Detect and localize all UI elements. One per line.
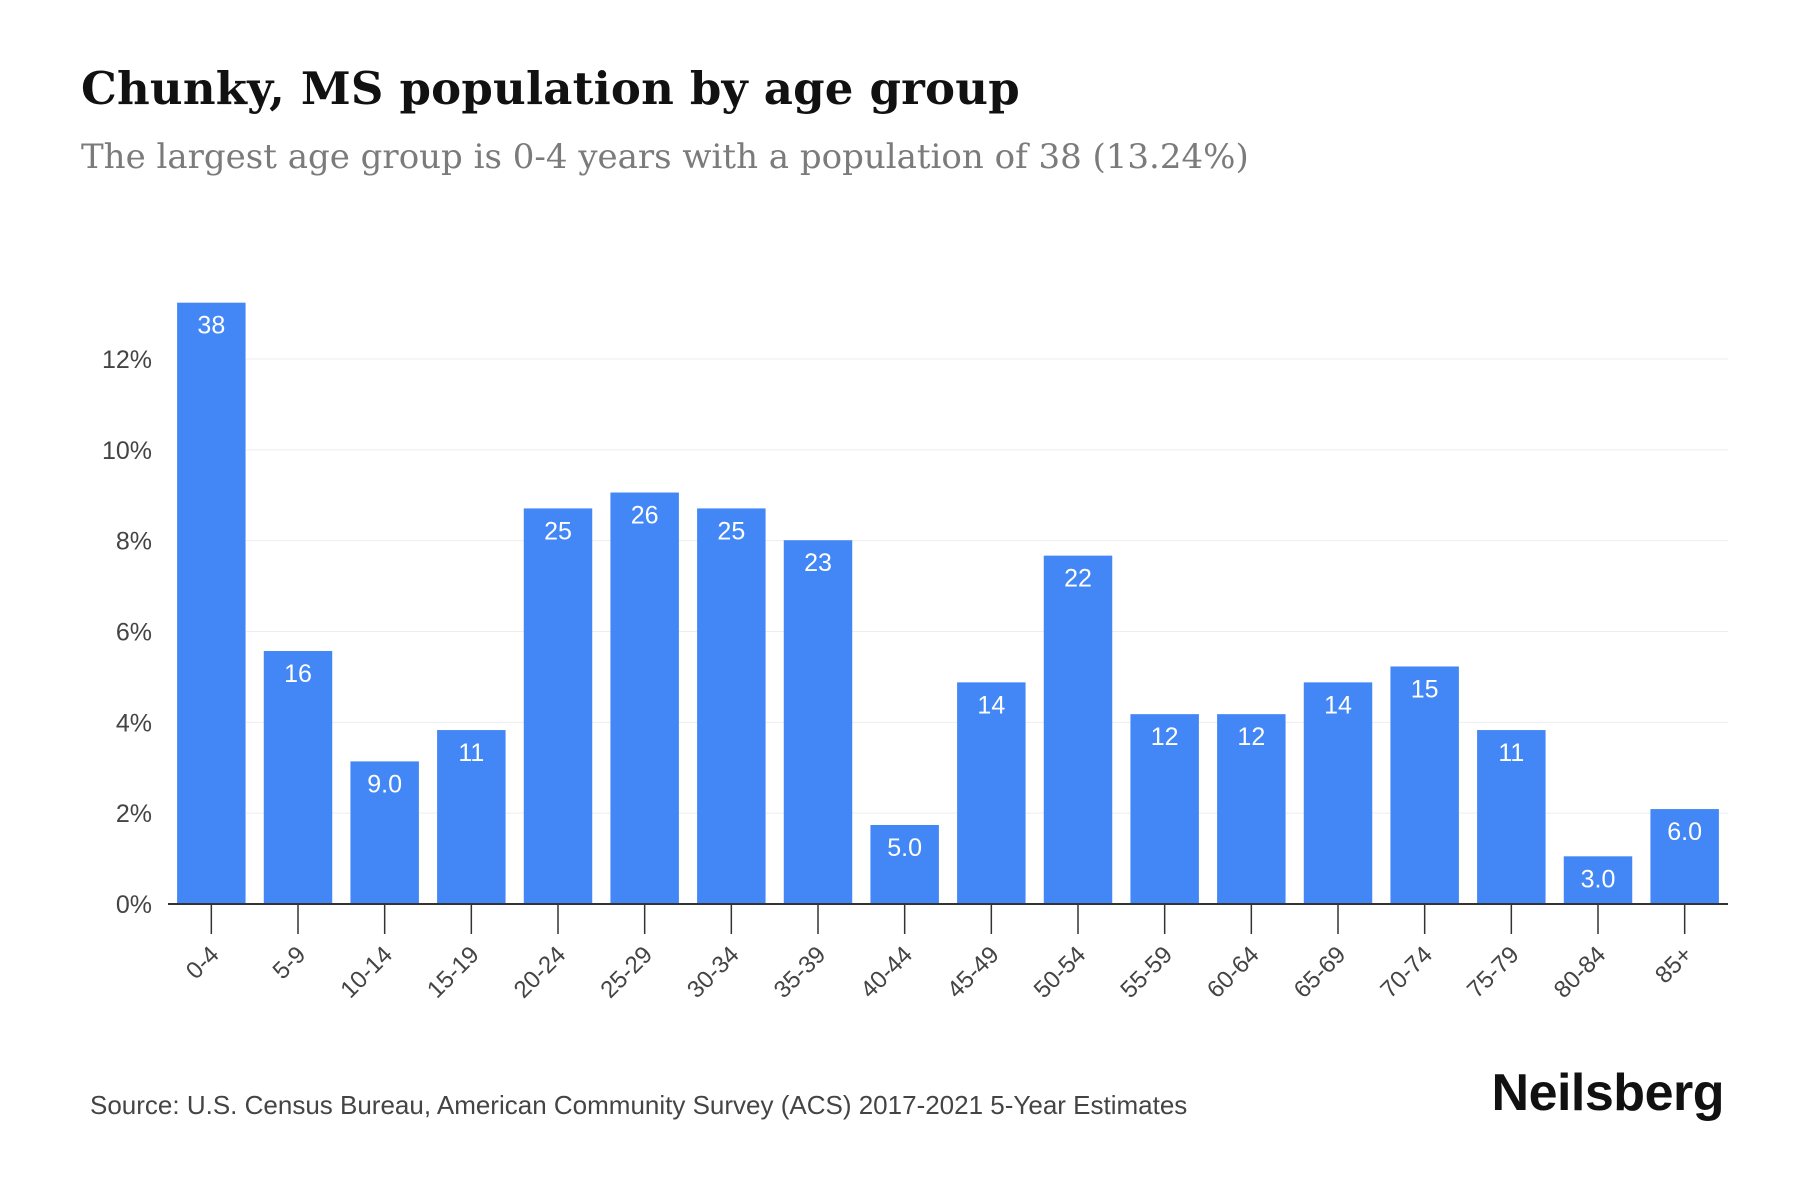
bar-data-label: 25 — [717, 517, 745, 545]
bar-data-label: 5.0 — [887, 834, 922, 862]
bar — [523, 508, 593, 904]
y-tick-label: 12% — [102, 346, 152, 374]
bar-data-label: 12 — [1237, 723, 1265, 751]
bar-data-label: 9.0 — [367, 770, 402, 798]
x-tick-label: 45-49 — [942, 941, 1005, 1004]
bar-data-label: 22 — [1064, 565, 1092, 593]
bar-data-label: 11 — [1498, 739, 1524, 767]
x-tick-label: 55-59 — [1115, 941, 1178, 1004]
chart-subtitle: The largest age group is 0-4 years with … — [81, 137, 1249, 177]
x-tick-label: 50-54 — [1029, 941, 1092, 1004]
bar — [697, 508, 766, 904]
source-note: Source: U.S. Census Bureau, American Com… — [90, 1090, 1188, 1120]
bar — [1477, 730, 1546, 904]
bar — [1650, 809, 1719, 904]
brand-logo: Neilsberg — [1491, 1064, 1725, 1122]
bar — [1217, 714, 1286, 904]
x-tick-label: 40-44 — [855, 941, 918, 1004]
x-tick-label: 75-79 — [1462, 941, 1525, 1004]
bar-data-label: 6.0 — [1667, 818, 1702, 846]
bar — [177, 302, 246, 904]
y-tick-label: 2% — [116, 800, 152, 828]
bar-data-label: 23 — [804, 549, 832, 577]
bar — [1043, 555, 1113, 904]
bar-data-label: 3.0 — [1581, 865, 1616, 893]
x-tick-label: 60-64 — [1202, 941, 1265, 1004]
bar — [350, 761, 419, 904]
x-tick-label: 65-69 — [1289, 941, 1352, 1004]
x-tick-label: 70-74 — [1375, 941, 1438, 1004]
y-tick-label: 8% — [116, 528, 152, 556]
bar-data-label: 11 — [458, 739, 484, 767]
bar-chart: 0% 2% 4% 6% 8% 10% 12% 38 0-4 16 5-9 9.0 10-14 11 15-1… — [102, 302, 1728, 1004]
bar-data-label: 14 — [1324, 691, 1352, 719]
bar-data-label: 26 — [631, 502, 659, 530]
bar-data-label: 14 — [977, 691, 1005, 719]
y-tick-label: 6% — [116, 619, 152, 647]
bar — [610, 492, 679, 904]
bar — [1303, 682, 1373, 904]
bar — [437, 730, 506, 904]
x-tick-label: 35-39 — [769, 941, 832, 1004]
bar — [263, 651, 333, 904]
bar — [1130, 714, 1199, 904]
bar — [957, 682, 1026, 904]
bar-data-label: 25 — [544, 517, 572, 545]
y-tick-label: 10% — [102, 437, 152, 465]
chart-title: Chunky, MS population by age group — [81, 62, 1020, 115]
x-tick-label: 20-24 — [509, 941, 572, 1004]
x-tick-label: 5-9 — [268, 941, 312, 985]
bar-data-label: 12 — [1151, 723, 1179, 751]
bar — [1390, 666, 1459, 904]
x-tick-label: 0-4 — [181, 941, 225, 985]
bar — [870, 824, 939, 904]
x-tick-label: 25-29 — [595, 941, 658, 1004]
x-tick-label: 15-19 — [422, 941, 485, 1004]
bar-data-label: 15 — [1411, 675, 1439, 703]
x-tick-label: 10-14 — [335, 941, 398, 1004]
x-tick-label: 80-84 — [1549, 941, 1612, 1004]
bar — [783, 540, 853, 904]
y-tick-label: 0% — [116, 891, 152, 919]
bar-data-label: 38 — [197, 312, 225, 340]
x-tick-label: 30-34 — [682, 941, 745, 1004]
bar — [1563, 856, 1633, 904]
x-tick-label: 85+ — [1650, 941, 1698, 989]
y-tick-label: 4% — [116, 709, 152, 737]
bar-data-label: 16 — [284, 660, 312, 688]
